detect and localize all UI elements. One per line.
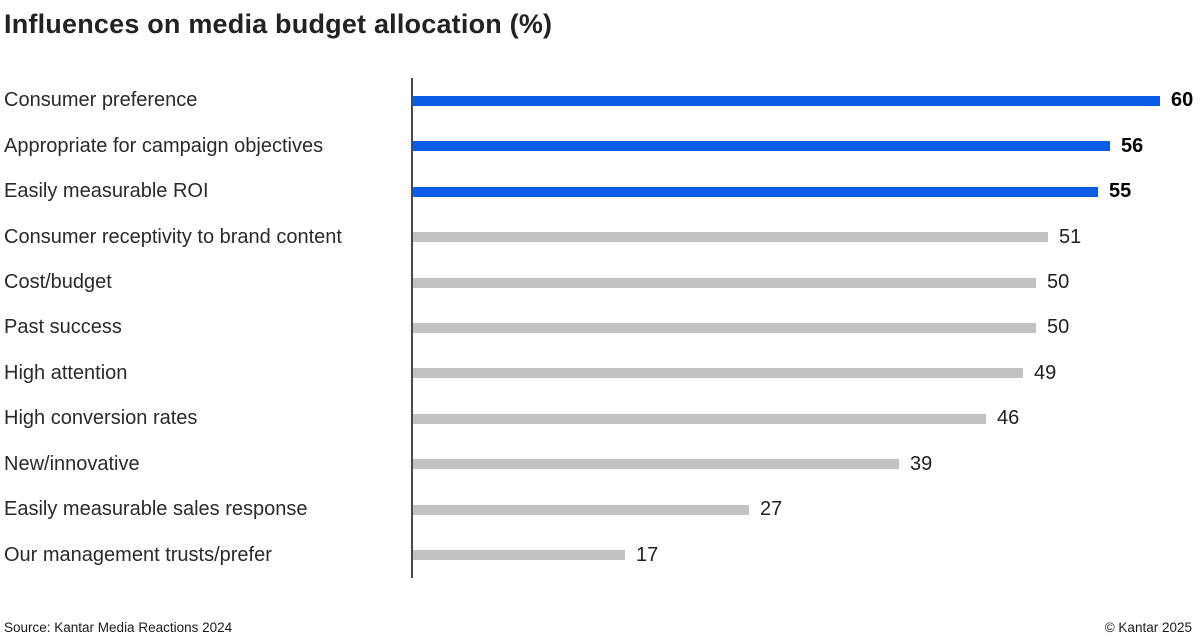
bar-row: Easily measurable ROI 55 [0,168,1200,215]
plot-area: 39 [411,441,1200,488]
plot-area: 49 [411,350,1200,397]
row-label: Past success [4,316,122,339]
row-label: High attention [4,361,128,384]
bar-row: High attention 49 [0,350,1200,397]
bar [413,232,1048,243]
bar-row: New/innovative 39 [0,441,1200,488]
plot-area: 17 [411,532,1200,578]
bar-row: Easily measurable sales response 27 [0,487,1200,533]
value-label: 46 [997,407,1020,430]
row-label: High conversion rates [4,407,198,430]
chart-title: Influences on media budget allocation (%… [4,9,553,39]
row-label: Our management trusts/prefer [4,543,272,566]
plot-area: 27 [411,487,1200,533]
bar-row: Consumer preference 60 [0,78,1200,124]
plot-area: 46 [411,396,1200,442]
copyright-note: © Kantar 2025 [1104,620,1192,635]
bar [413,413,986,424]
row-label: Consumer receptivity to brand content [4,225,342,248]
bar [413,368,1023,379]
bar-row: Consumer receptivity to brand content 51 [0,214,1200,260]
value-label: 27 [760,498,783,521]
row-label: Cost/budget [4,271,112,294]
value-label: 60 [1171,89,1194,112]
bar-row: Cost/budget 50 [0,259,1200,306]
value-label: 56 [1121,134,1144,157]
bar [413,550,625,561]
bar-chart: Consumer preference 60 Appropriate for c… [0,78,1200,578]
bar-row: Appropriate for campaign objectives 56 [0,123,1200,169]
plot-area: 50 [411,305,1200,351]
value-label: 50 [1047,271,1070,294]
bar-row: High conversion rates 46 [0,396,1200,442]
row-label: Appropriate for campaign objectives [4,134,324,157]
row-label: Consumer preference [4,89,198,112]
bar [413,459,899,470]
plot-area: 50 [411,259,1200,306]
value-label: 55 [1109,180,1132,203]
bar [413,322,1036,333]
row-label: Easily measurable ROI [4,180,209,203]
value-label: 51 [1059,225,1082,248]
bar-row: Our management trusts/prefer 17 [0,532,1200,578]
bar [413,186,1098,197]
bar [413,141,1110,152]
plot-area: 56 [411,123,1200,169]
value-label: 17 [636,543,659,566]
row-label: New/innovative [4,452,140,475]
bar-row: Past success 50 [0,305,1200,351]
plot-area: 55 [411,168,1200,215]
value-label: 49 [1034,361,1057,384]
plot-area: 60 [411,78,1200,124]
bar [413,95,1160,106]
bar [413,504,749,515]
source-note: Source: Kantar Media Reactions 2024 [4,620,233,635]
value-label: 50 [1047,316,1070,339]
value-label: 39 [910,452,933,475]
row-label: Easily measurable sales response [4,498,308,521]
plot-area: 51 [411,214,1200,260]
bar [413,277,1036,288]
footer: Source: Kantar Media Reactions 2024 © Ka… [4,620,1192,635]
